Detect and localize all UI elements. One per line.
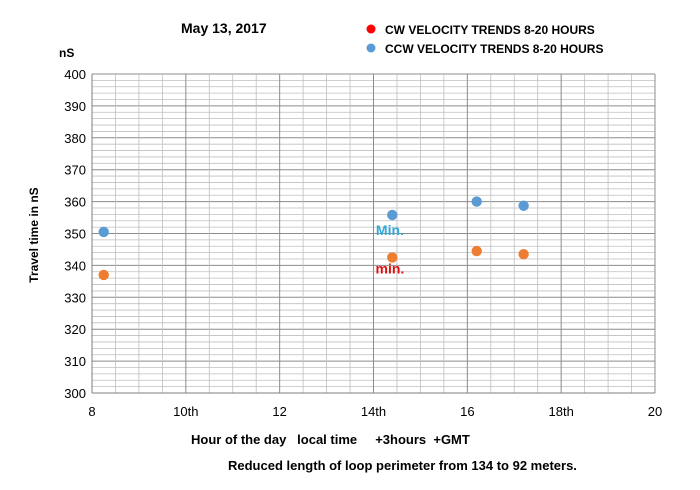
annotations: Min. min. <box>376 222 405 276</box>
y-tick-label: 400 <box>64 67 86 82</box>
ccw-data-point <box>518 200 529 211</box>
cw-data-point <box>471 245 482 257</box>
y-tick-label: 300 <box>64 386 86 401</box>
legend-marker-ccw <box>366 43 376 53</box>
y-tick-label: 330 <box>64 290 86 305</box>
annotation-label: Min. <box>376 222 404 238</box>
annotation-label: min. <box>376 260 405 276</box>
legend: CW VELOCITY TRENDS 8-20 HOURS CCW VELOCI… <box>366 23 603 56</box>
cw-data-point <box>98 269 109 281</box>
y-tick-labels: 300 310 320 330 340 350 360 370 380 390 400 <box>64 67 86 401</box>
x-tick-label: 12 <box>272 404 286 419</box>
cw-data-point <box>387 252 398 263</box>
axes <box>91 74 655 394</box>
x-tick-label: 8 <box>88 404 95 419</box>
chart-date: May 13, 2017 <box>181 20 267 36</box>
y-tick-label: 320 <box>64 322 86 337</box>
ccw-data-point <box>387 209 398 221</box>
x-tick-label: 16 <box>460 404 474 419</box>
x-tick-label: 18th <box>549 404 574 419</box>
y-tick-label: 360 <box>64 195 86 210</box>
x-tick-label: 10th <box>173 404 198 419</box>
y-tick-label: 370 <box>64 163 86 178</box>
y-tick-label: 390 <box>64 99 86 114</box>
x-tick-label: 20 <box>648 404 662 419</box>
y-tick-label: 350 <box>64 227 86 242</box>
cw-data-point <box>518 249 529 260</box>
legend-label-cw: CW VELOCITY TRENDS 8-20 HOURS <box>385 23 595 37</box>
legend-label-ccw: CCW VELOCITY TRENDS 8-20 HOURS <box>385 42 603 56</box>
x-tick-label: 14th <box>361 404 386 419</box>
legend-marker-cw <box>366 24 376 34</box>
y-tick-label: 340 <box>64 258 86 273</box>
grid <box>91 73 656 394</box>
footnote: Reduced length of loop perimeter from 13… <box>228 458 577 473</box>
ccw-data-point <box>471 196 482 207</box>
y-tick-label: 310 <box>64 354 86 369</box>
y-axis-label: Travel time in nS <box>27 187 41 282</box>
ccw-data-point <box>98 226 109 238</box>
x-tick-labels: 8 10th 12 14th 16 18th 20 <box>88 404 662 419</box>
y-tick-label: 380 <box>64 131 86 146</box>
y-unit-label: nS <box>59 46 74 60</box>
x-axis-label: Hour of the day local time +3hours +GMT <box>191 432 470 447</box>
data-points <box>98 196 529 281</box>
